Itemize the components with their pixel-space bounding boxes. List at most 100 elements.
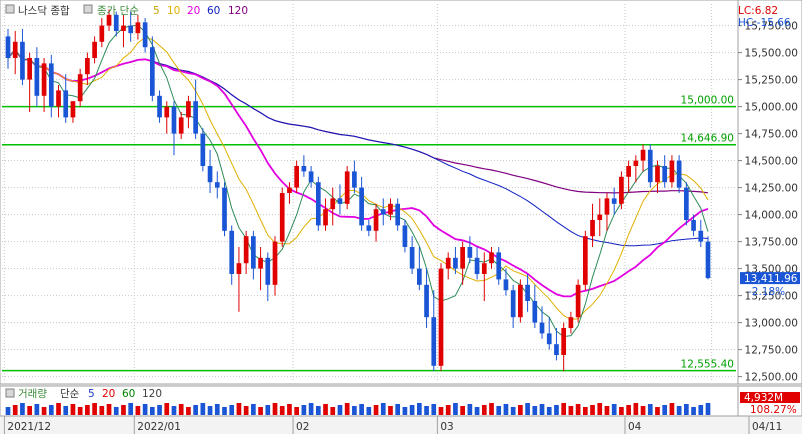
candle[interactable]: [373, 209, 379, 231]
candle[interactable]: [366, 225, 372, 231]
candle[interactable]: [92, 41, 97, 58]
candle[interactable]: [503, 279, 509, 291]
candle[interactable]: [330, 198, 336, 210]
candle[interactable]: [604, 198, 610, 215]
candle[interactable]: [308, 171, 314, 183]
candle[interactable]: [200, 133, 206, 166]
candle[interactable]: [56, 90, 61, 107]
candle[interactable]: [633, 160, 639, 166]
candle[interactable]: [186, 101, 191, 118]
legend-toggle-icon[interactable]: [5, 4, 15, 14]
candle[interactable]: [77, 74, 83, 102]
candle[interactable]: [135, 22, 141, 34]
candle[interactable]: [178, 117, 184, 134]
candle[interactable]: [640, 149, 646, 161]
candle[interactable]: [352, 171, 357, 188]
candle[interactable]: [453, 257, 458, 269]
volume-toggle-icon[interactable]: [5, 388, 15, 398]
candle[interactable]: [518, 284, 523, 318]
candle[interactable]: [467, 247, 473, 258]
candle[interactable]: [619, 176, 624, 204]
candle[interactable]: [301, 166, 307, 172]
candle[interactable]: [611, 198, 617, 204]
candle[interactable]: [655, 166, 660, 183]
candle[interactable]: [554, 344, 559, 355]
candle[interactable]: [279, 193, 285, 242]
candle[interactable]: [106, 14, 112, 26]
candle[interactable]: [647, 149, 653, 183]
candle[interactable]: [70, 101, 76, 118]
candle[interactable]: [698, 230, 704, 242]
candle[interactable]: [34, 58, 40, 96]
candle[interactable]: [395, 203, 401, 226]
candle[interactable]: [27, 58, 32, 80]
candle[interactable]: [575, 284, 581, 318]
candle[interactable]: [171, 106, 177, 134]
candle[interactable]: [705, 241, 711, 279]
candle[interactable]: [344, 171, 350, 204]
candle[interactable]: [121, 25, 126, 31]
candle[interactable]: [539, 322, 545, 334]
candle[interactable]: [691, 220, 696, 231]
candle[interactable]: [510, 290, 516, 318]
candle[interactable]: [561, 328, 567, 355]
candle[interactable]: [229, 230, 235, 274]
candle[interactable]: [546, 333, 552, 345]
candle[interactable]: [676, 160, 682, 188]
candle[interactable]: [287, 187, 292, 193]
candle[interactable]: [445, 257, 451, 269]
candle[interactable]: [590, 220, 595, 237]
candle[interactable]: [294, 166, 300, 188]
candle[interactable]: [243, 236, 249, 264]
candle[interactable]: [388, 203, 393, 215]
candle[interactable]: [568, 317, 574, 328]
candle[interactable]: [684, 187, 689, 220]
candle[interactable]: [489, 252, 494, 264]
candle[interactable]: [359, 187, 364, 226]
candle[interactable]: [48, 63, 54, 107]
candle[interactable]: [222, 187, 227, 231]
candle[interactable]: [337, 198, 343, 204]
candle[interactable]: [460, 247, 465, 269]
candle[interactable]: [12, 41, 18, 58]
candle[interactable]: [597, 214, 603, 220]
candle[interactable]: [662, 166, 668, 183]
candle[interactable]: [251, 236, 256, 269]
candle[interactable]: [193, 101, 198, 134]
candle[interactable]: [582, 236, 588, 285]
candle[interactable]: [113, 14, 119, 32]
candle[interactable]: [265, 257, 271, 285]
candle[interactable]: [164, 106, 170, 118]
candle[interactable]: [85, 58, 90, 75]
candle[interactable]: [431, 317, 437, 366]
candle[interactable]: [416, 268, 422, 285]
candle[interactable]: [157, 95, 162, 118]
candle[interactable]: [626, 166, 631, 177]
candle[interactable]: [315, 182, 321, 226]
candle[interactable]: [99, 25, 105, 42]
candle[interactable]: [236, 263, 242, 274]
candle[interactable]: [20, 41, 25, 80]
candle[interactable]: [63, 90, 69, 118]
candle[interactable]: [5, 36, 11, 58]
candle[interactable]: [207, 166, 213, 183]
ma-toggle-icon[interactable]: [83, 4, 93, 14]
candle[interactable]: [409, 247, 415, 269]
candle[interactable]: [142, 22, 148, 48]
candle[interactable]: [481, 263, 487, 274]
candle[interactable]: [41, 63, 47, 96]
candle[interactable]: [438, 268, 444, 366]
candle[interactable]: [402, 225, 408, 247]
candle[interactable]: [525, 284, 530, 301]
candle[interactable]: [258, 257, 263, 269]
candle[interactable]: [669, 160, 675, 183]
candle[interactable]: [474, 257, 480, 274]
candle[interactable]: [496, 252, 502, 280]
candle[interactable]: [128, 25, 134, 34]
candle[interactable]: [272, 241, 278, 285]
candle[interactable]: [214, 182, 220, 188]
candle[interactable]: [424, 284, 429, 318]
candle[interactable]: [323, 209, 328, 226]
candle[interactable]: [532, 301, 538, 323]
